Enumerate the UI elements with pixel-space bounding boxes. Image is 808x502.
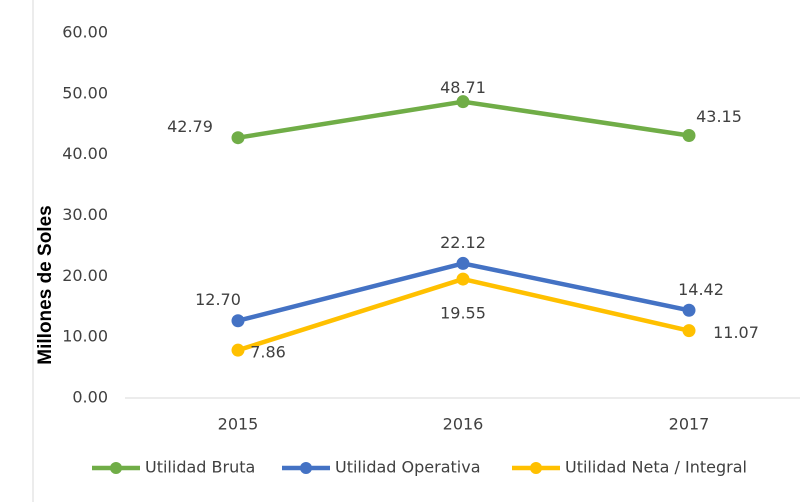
legend-label: Utilidad Bruta (145, 458, 255, 477)
data-point (456, 95, 470, 109)
x-tick-label: 2017 (669, 415, 710, 434)
data-point (231, 131, 245, 145)
data-point (456, 256, 470, 270)
data-point (456, 272, 470, 286)
data-label: 19.55 (440, 304, 486, 323)
data-label: 14.42 (678, 280, 724, 299)
y-tick-label: 50.00 (62, 83, 108, 102)
data-point (682, 303, 696, 317)
data-label: 48.71 (440, 78, 486, 97)
legend-label: Utilidad Neta / Integral (565, 458, 747, 477)
data-label: 11.07 (713, 323, 759, 342)
data-point (231, 343, 245, 357)
data-point (682, 324, 696, 338)
legend-marker (530, 462, 542, 474)
data-label: 22.12 (440, 233, 486, 252)
y-tick-label: 30.00 (62, 205, 108, 224)
y-tick-label: 60.00 (62, 23, 108, 42)
data-point (682, 129, 696, 143)
x-tick-label: 2015 (218, 415, 259, 434)
data-label: 42.79 (167, 117, 213, 136)
data-label: 7.86 (250, 343, 286, 362)
x-tick-label: 2016 (443, 415, 484, 434)
legend-label: Utilidad Operativa (335, 458, 481, 477)
data-label: 12.70 (195, 290, 241, 309)
data-label: 43.15 (696, 107, 742, 126)
legend-marker (110, 462, 122, 474)
y-tick-label: 10.00 (62, 327, 108, 346)
data-point (231, 314, 245, 328)
legend-marker (300, 462, 312, 474)
y-tick-label: 20.00 (62, 266, 108, 285)
y-tick-label: 40.00 (62, 144, 108, 163)
y-tick-label: 0.00 (72, 388, 108, 407)
y-axis-title: Millones de Soles (35, 205, 56, 364)
